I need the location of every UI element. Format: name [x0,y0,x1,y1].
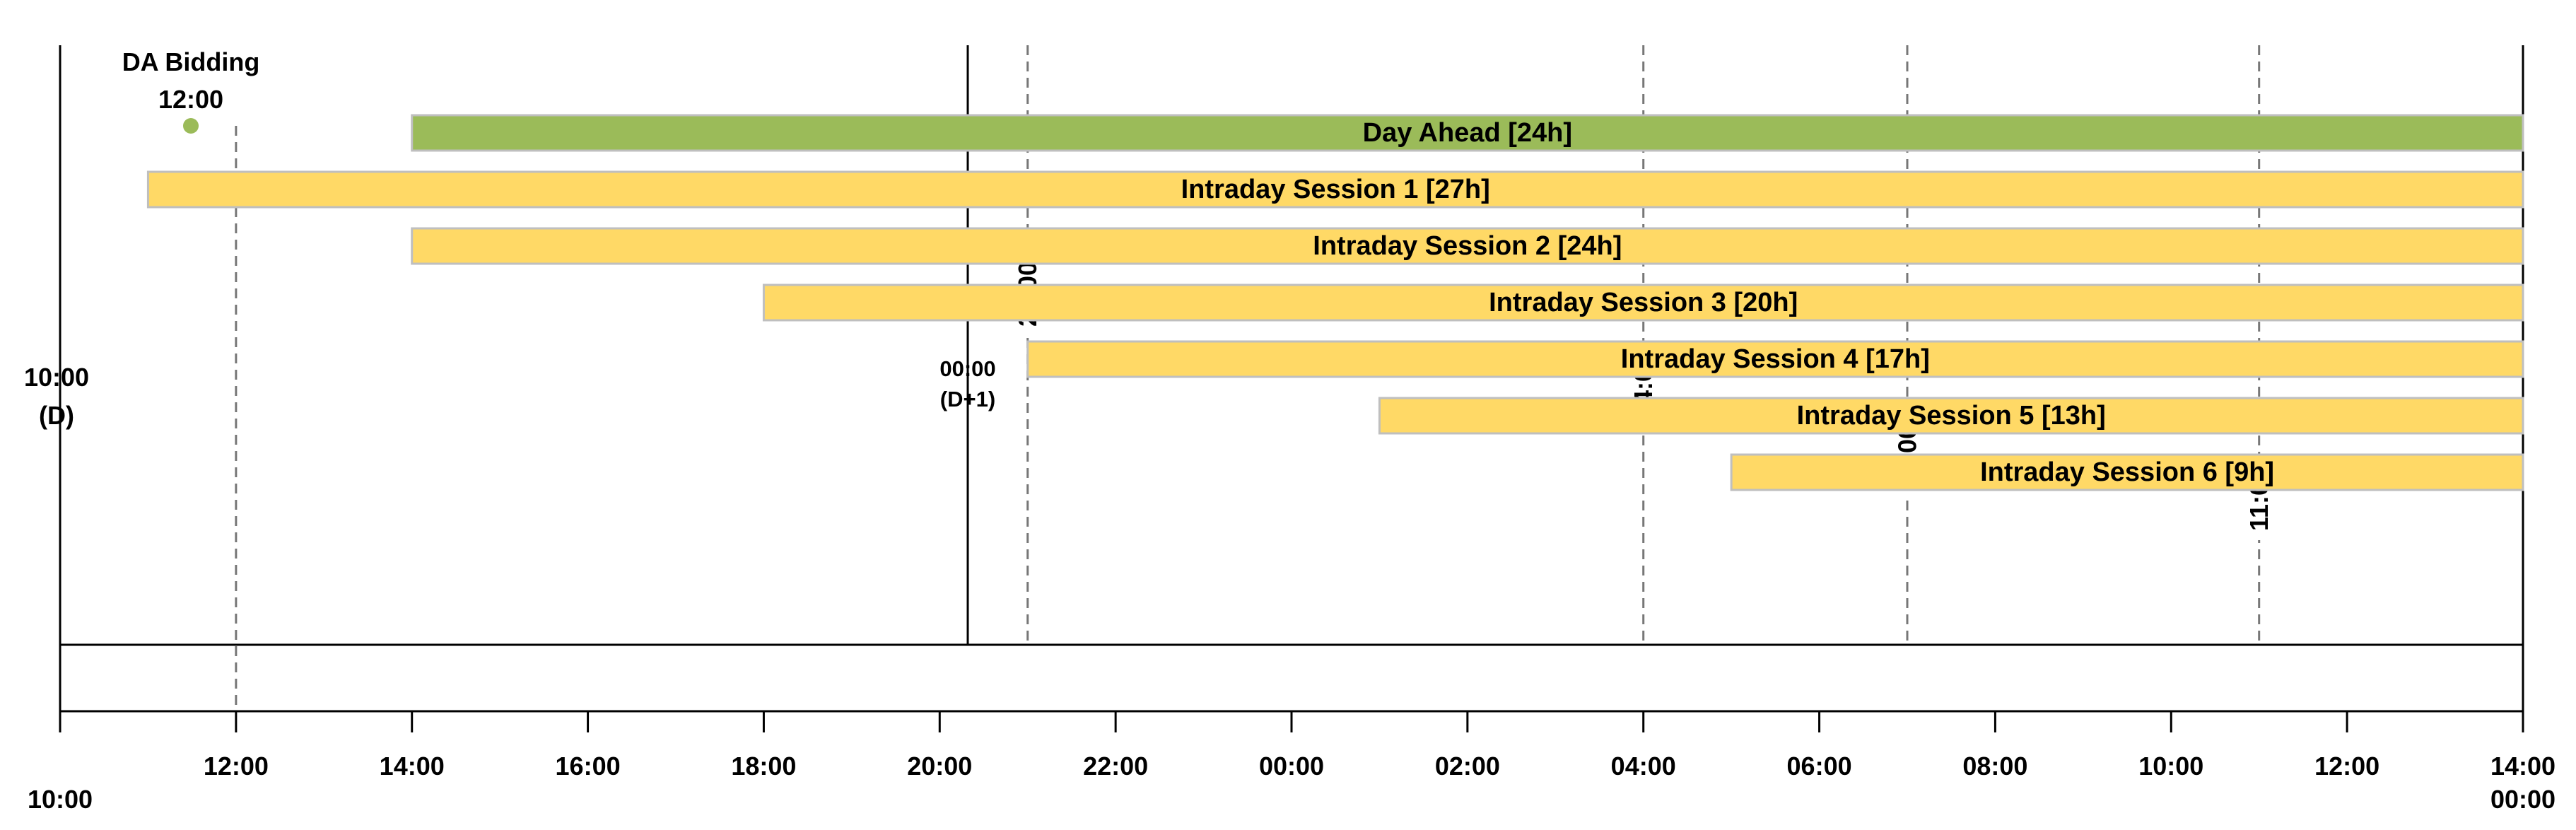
da-bidding-time: 12:00 [158,85,223,114]
session-bar-7 [1730,453,2524,491]
session-bars: Day Ahead [24h] Intraday Session 1 [27h] I… [146,114,2524,491]
axis-tick-label: 14:00 [2490,752,2555,781]
start-time-label: 10:00 [24,363,89,392]
axis-tick-label: 20:00 [907,752,972,781]
axis-tick-label: 02:00 [1435,752,1500,781]
session-bar-4 [762,284,2524,322]
session-bar-5 [1026,340,2524,378]
axis-start-label: 10:00 [28,785,93,814]
axis-tick-label: 16:00 [556,752,621,781]
axis-tick-label: 06:00 [1787,752,1852,781]
axis-tick-label: 08:00 [1962,752,2027,781]
time-axis-band [59,643,2524,713]
axis-tick-label: 12:00 [2314,752,2379,781]
session-bar-label-2: Intraday Session 1 [27h] [1181,175,1490,204]
start-day-label: (D) [39,401,74,430]
axis-tick-label: 04:00 [1611,752,1676,781]
session-bar-6 [1378,397,2524,435]
axis-tick-label: 10:00 [2138,752,2203,781]
axis-tick-label: 18:00 [731,752,796,781]
session-bar-label-7: Intraday Session 6 [9h] [1980,457,2274,487]
session-bar-3 [411,227,2524,265]
axis-tick-label: 14:00 [380,752,445,781]
session-bar-label-1: Day Ahead [24h] [1363,118,1572,148]
session-bar-label-5: Intraday Session 4 [17h] [1621,344,1930,374]
session-bar-label-3: Intraday Session 2 [24h] [1313,231,1622,261]
axis-end-label: 00:00 [2490,785,2555,814]
session-bar-1 [411,114,2524,152]
session-bar-label-6: Intraday Session 5 [13h] [1797,401,2106,431]
session-bar-label-4: Intraday Session 3 [20h] [1489,288,1798,317]
axis-tick-label: 22:00 [1083,752,1148,781]
da-bidding-title: DA Bidding [122,47,260,76]
time-axis-ticks: 12:00 14:00 16:00 18:00 20:00 22:00 00:00 02:00… [59,711,2555,781]
axis-tick-label: 12:00 [204,752,269,781]
midnight-day-label: (D+1) [940,387,995,411]
midnight-time-label: 00:00 [939,356,995,381]
axis-tick-label: 00:00 [1259,752,1324,781]
session-bar-2 [146,170,2524,209]
da-bidding-dot [183,118,199,134]
